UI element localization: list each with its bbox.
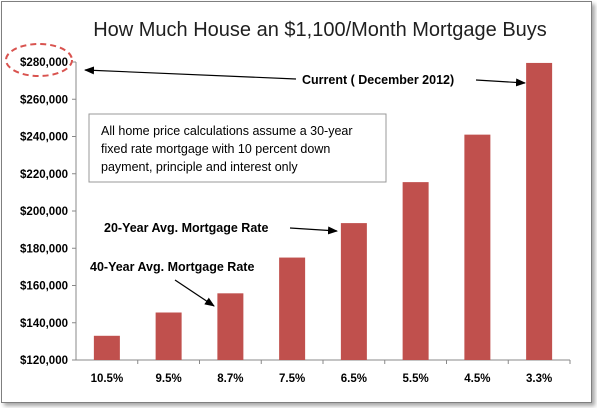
bar <box>279 257 306 360</box>
bar <box>402 182 429 360</box>
y-tick-label: $200,000 <box>20 206 68 218</box>
x-tick-label: 7.5% <box>279 373 305 385</box>
current-value-highlight-ellipse <box>5 43 73 77</box>
annotation-40yr-rate: 40-Year Avg. Mortgage Rate <box>90 260 254 274</box>
assumption-note-line-3: payment, principle and interest only <box>101 160 298 174</box>
y-tick-label: $180,000 <box>20 243 68 255</box>
arrow-20yr-rate <box>289 226 338 235</box>
annotation-current: Current ( December 2012) <box>302 73 454 87</box>
arrow-current-right <box>475 78 526 87</box>
bar <box>340 223 367 360</box>
x-tick-label: 9.5% <box>156 373 182 385</box>
x-tick-label: 8.7% <box>217 373 243 385</box>
assumption-note-box <box>88 113 387 183</box>
bar <box>217 293 244 360</box>
x-tick-label: 5.5% <box>403 373 429 385</box>
chart-title: How Much House an $1,100/Month Mortgage … <box>93 19 547 41</box>
x-tick-label: 10.5% <box>91 373 124 385</box>
arrow-current-left <box>84 66 297 80</box>
arrow-40yr-rate <box>174 279 215 307</box>
x-axis-ticks: 10.5% 9.5% 8.7% 7.5% 6.5% 5.5% 4.5% 3.3% <box>91 360 571 385</box>
y-tick-label: $140,000 <box>20 318 68 330</box>
assumption-note-line-1: All home price calculations assume a 30-… <box>101 124 353 138</box>
y-tick-label: $120,000 <box>20 355 68 367</box>
assumption-note-line-2: fixed rate mortgage with 10 percent down <box>101 142 330 156</box>
bar <box>155 312 182 360</box>
bar-series <box>93 62 553 361</box>
x-tick-label: 3.3% <box>526 373 552 385</box>
bar <box>464 134 491 360</box>
annotation-20yr-rate: 20-Year Avg. Mortgage Rate <box>104 221 268 235</box>
y-tick-label: $220,000 <box>20 169 68 181</box>
y-tick-label: $160,000 <box>20 281 68 293</box>
y-tick-label: $240,000 <box>20 132 68 144</box>
y-axis-ticks: $120,000 $140,000 $160,000 $180,000 $200,000… <box>20 57 76 367</box>
bar <box>526 62 553 361</box>
x-tick-label: 4.5% <box>464 373 490 385</box>
x-tick-label: 6.5% <box>341 373 367 385</box>
y-tick-label: $280,000 <box>20 57 68 69</box>
bar <box>93 335 120 360</box>
y-tick-label: $260,000 <box>20 94 68 106</box>
